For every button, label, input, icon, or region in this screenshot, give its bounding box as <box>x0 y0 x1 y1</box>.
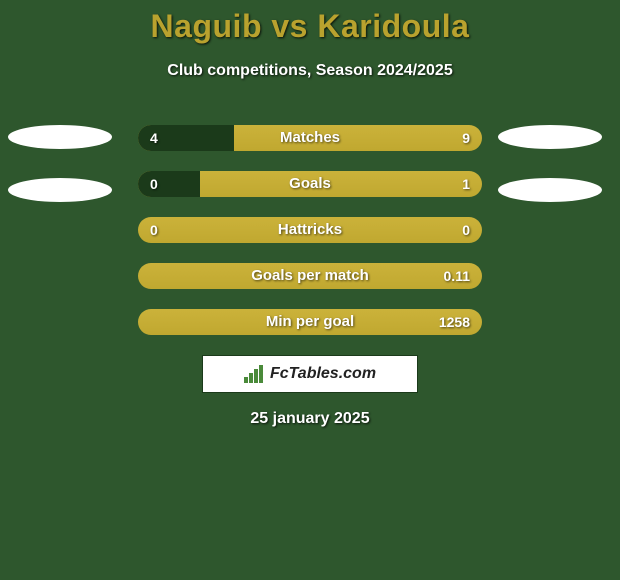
brand-badge: FcTables.com <box>202 355 418 393</box>
brand-text: FcTables.com <box>270 365 376 383</box>
stat-right-value: 1258 <box>439 309 470 335</box>
stat-label: Min per goal <box>138 309 482 335</box>
snapshot-date: 25 january 2025 <box>0 410 620 428</box>
stat-bar: Goals per match0.11 <box>138 263 482 289</box>
bars-icon <box>244 365 264 383</box>
stat-right-value: 1 <box>462 171 470 197</box>
stat-bar: Min per goal1258 <box>138 309 482 335</box>
stat-left-value: 4 <box>150 125 158 151</box>
stat-right-value: 9 <box>462 125 470 151</box>
stat-label: Hattricks <box>138 217 482 243</box>
stat-left-value: 0 <box>150 171 158 197</box>
stat-label: Goals <box>138 171 482 197</box>
stat-right-value: 0 <box>462 217 470 243</box>
stat-bar: Hattricks0 0 <box>138 217 482 243</box>
stat-bar: Matches4 9 <box>138 125 482 151</box>
player-left-marker <box>8 125 112 149</box>
stat-left-value: 0 <box>150 217 158 243</box>
stat-right-value: 0.11 <box>444 263 470 289</box>
player-right-marker <box>498 125 602 149</box>
player-right-marker <box>498 178 602 202</box>
stat-bar: Goals0 1 <box>138 171 482 197</box>
comparison-title: Naguib vs Karidoula <box>0 8 620 45</box>
stat-label: Matches <box>138 125 482 151</box>
player-left-marker <box>8 178 112 202</box>
comparison-subtitle: Club competitions, Season 2024/2025 <box>0 62 620 80</box>
stat-label: Goals per match <box>138 263 482 289</box>
